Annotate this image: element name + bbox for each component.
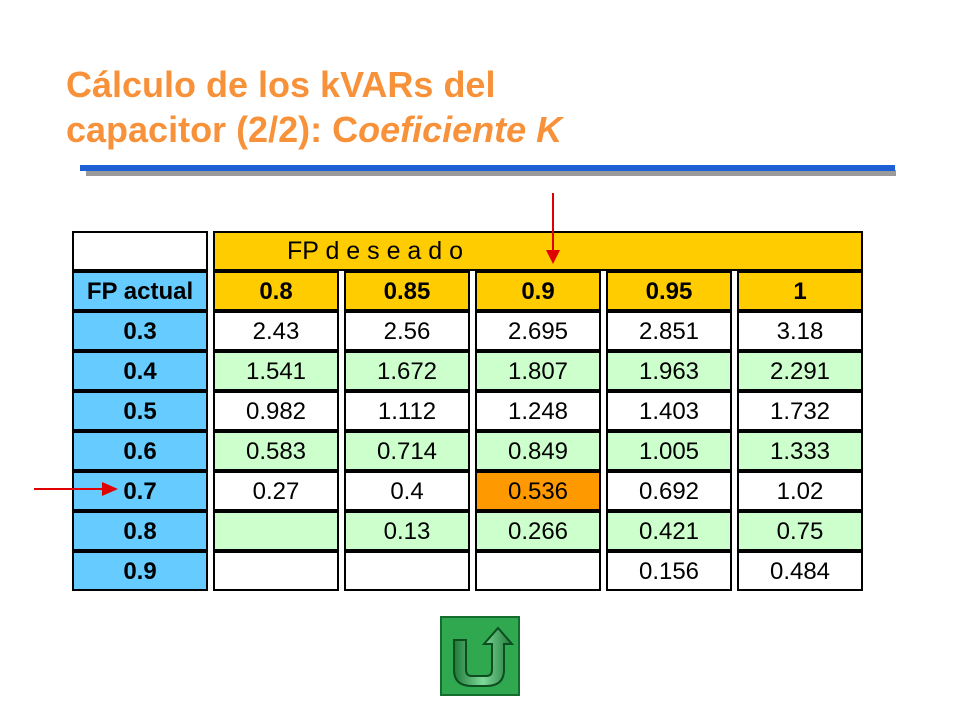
k-value-cell: 0.156 [606,551,732,591]
return-button[interactable] [440,616,520,696]
k-value-cell: 0.75 [737,511,863,551]
k-value-cell: 0.583 [213,431,339,471]
k-value-cell: 0.714 [344,431,470,471]
column-header: 0.95 [606,271,732,311]
fp-actual-cell: 0.3 [72,311,208,351]
k-value-cell: 1.807 [475,351,601,391]
k-value-cell: 3.18 [737,311,863,351]
k-value-cell: 2.43 [213,311,339,351]
column-pointer-arrow-line [552,193,554,251]
k-value-cell: 1.333 [737,431,863,471]
table-row: 0.7 0.27 0.4 0.536 0.692 1.02 [72,471,863,511]
column-header: 0.8 [213,271,339,311]
k-value-cell: 0.692 [606,471,732,511]
table-row: 0.4 1.541 1.672 1.807 1.963 2.291 [72,351,863,391]
table-group-header-row: FP d e s e a d o [72,231,863,271]
fp-actual-cell: 0.9 [72,551,208,591]
k-value-cell: 1.732 [737,391,863,431]
k-value-cell: 0.13 [344,511,470,551]
table-row: 0.5 0.982 1.112 1.248 1.403 1.732 [72,391,863,431]
k-value-cell: 1.672 [344,351,470,391]
k-value-cell [475,551,601,591]
fp-deseado-header: FP d e s e a d o [213,231,863,271]
k-value-cell [213,551,339,591]
title-line-2-prefix: capacitor (2/2): C [66,109,359,150]
title-rule-shadow [86,170,896,176]
row-pointer-arrow-line [34,488,104,490]
fp-actual-cell: 0.5 [72,391,208,431]
column-pointer-arrow-icon [546,250,560,264]
k-value-cell [344,551,470,591]
k-value-cell: 2.695 [475,311,601,351]
k-value-cell: 0.849 [475,431,601,471]
k-value-cell [213,511,339,551]
k-value-cell: 1.112 [344,391,470,431]
k-value-cell: 1.005 [606,431,732,471]
column-header: 0.85 [344,271,470,311]
title-line-2-italic: oeficiente K [358,109,563,150]
k-value-cell: 0.484 [737,551,863,591]
k-value-cell: 1.963 [606,351,732,391]
k-value-cell: 1.248 [475,391,601,431]
table-row: 0.6 0.583 0.714 0.849 1.005 1.333 [72,431,863,471]
k-value-cell: 0.27 [213,471,339,511]
row-pointer-arrow-icon [102,482,118,496]
fp-actual-cell: 0.6 [72,431,208,471]
table-corner-cell [72,231,208,271]
title-line-1: Cálculo de los kVARs del [66,64,496,105]
k-coefficient-table: FP d e s e a d o FP actual 0.8 0.85 0.9 … [67,231,868,591]
table-row: 0.8 0.13 0.266 0.421 0.75 [72,511,863,551]
table-row: 0.9 0.156 0.484 [72,551,863,591]
k-value-cell: 0.266 [475,511,601,551]
column-header: 1 [737,271,863,311]
title-rule [80,165,895,171]
k-value-cell: 1.02 [737,471,863,511]
k-value-cell: 2.56 [344,311,470,351]
k-value-cell: 2.291 [737,351,863,391]
fp-actual-header: FP actual [72,271,208,311]
table-column-header-row: FP actual 0.8 0.85 0.9 0.95 1 [72,271,863,311]
column-header: 0.9 [475,271,601,311]
fp-actual-cell: 0.7 [72,471,208,511]
table-row: 0.3 2.43 2.56 2.695 2.851 3.18 [72,311,863,351]
u-turn-return-icon [453,626,515,687]
k-value-cell: 0.4 [344,471,470,511]
fp-actual-cell: 0.4 [72,351,208,391]
k-value-cell: 2.851 [606,311,732,351]
slide-title: Cálculo de los kVARs del capacitor (2/2)… [66,62,866,152]
k-value-cell: 1.403 [606,391,732,431]
fp-actual-cell: 0.8 [72,511,208,551]
k-value-cell: 0.421 [606,511,732,551]
highlighted-k-cell: 0.536 [475,471,601,511]
k-value-cell: 0.982 [213,391,339,431]
title-line-2: capacitor (2/2): Coeficiente K [66,107,866,152]
k-value-cell: 1.541 [213,351,339,391]
